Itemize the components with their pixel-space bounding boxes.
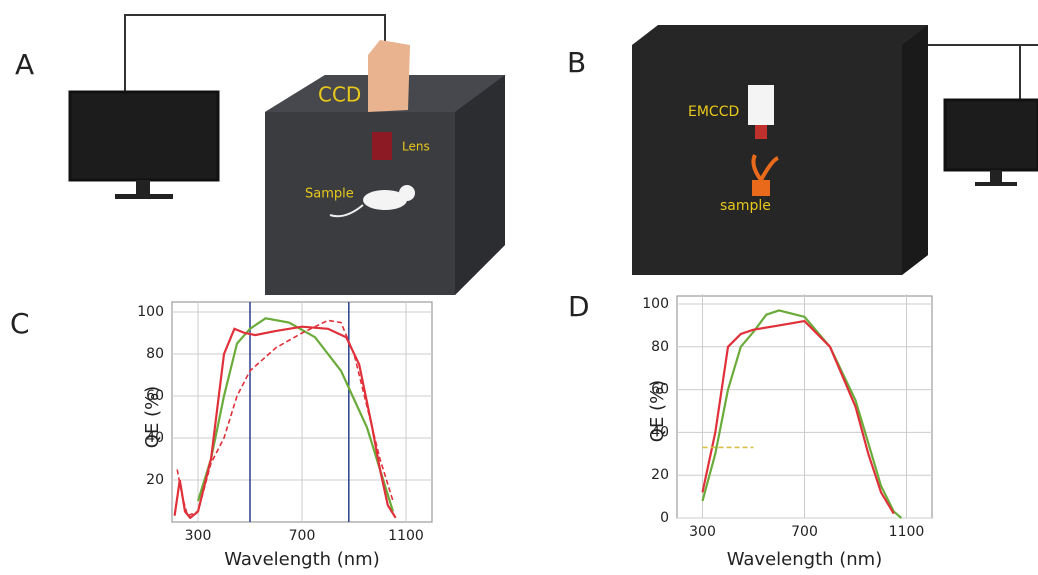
label-camera: CCD xyxy=(318,83,361,107)
panel-label: A xyxy=(15,48,34,81)
series-line xyxy=(701,319,895,515)
y-tick-label: 0 xyxy=(660,510,669,526)
y-tick-label: 100 xyxy=(137,304,164,320)
y-tick-label: 100 xyxy=(642,296,669,312)
y-tick-label: 80 xyxy=(651,339,669,355)
series-line xyxy=(701,309,903,519)
y-tick-label: 20 xyxy=(651,467,669,483)
y-tick-label: 60 xyxy=(146,388,164,404)
series-line xyxy=(173,325,397,520)
label-sample: Sample xyxy=(305,187,354,202)
series-line xyxy=(196,317,395,512)
illustration-a xyxy=(68,14,505,295)
panel-label: C xyxy=(10,307,30,340)
label-camera: EMCCD xyxy=(688,104,739,120)
y-tick-label: 60 xyxy=(651,382,669,398)
y-tick-label: 40 xyxy=(651,424,669,440)
y-tick-label: 20 xyxy=(146,472,164,488)
y-tick-label: 40 xyxy=(146,430,164,446)
y-axis-label: QE (%) xyxy=(142,386,163,448)
x-tick-label: 1100 xyxy=(889,524,925,540)
panel-label: D xyxy=(568,290,590,323)
x-tick-label: 700 xyxy=(289,528,316,544)
x-tick-label: 300 xyxy=(689,524,716,540)
panel-label: B xyxy=(567,46,586,79)
x-axis-label: Wavelength (nm) xyxy=(727,549,883,570)
series-line xyxy=(176,319,394,517)
label-sample: sample xyxy=(720,198,771,214)
x-tick-label: 1100 xyxy=(388,528,424,544)
y-axis-label: QE (%) xyxy=(647,380,668,442)
x-tick-label: 300 xyxy=(185,528,212,544)
y-tick-label: 80 xyxy=(146,346,164,362)
label-lens: Lens xyxy=(402,140,430,154)
illustration-b xyxy=(632,25,1038,275)
x-axis-label: Wavelength (nm) xyxy=(224,549,380,570)
x-tick-label: 700 xyxy=(791,524,818,540)
